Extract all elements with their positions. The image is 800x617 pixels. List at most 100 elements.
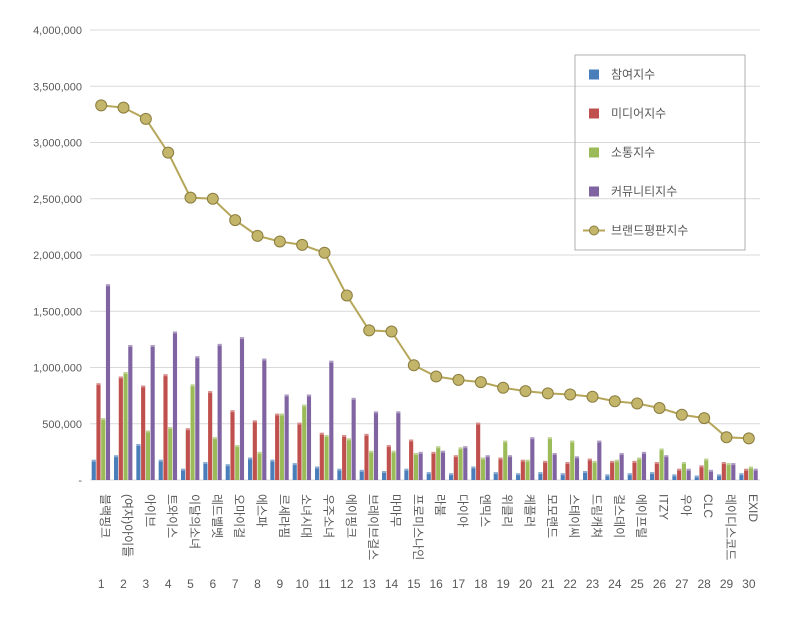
bar-highlight xyxy=(270,460,274,462)
bar-communication xyxy=(682,462,686,480)
bar-highlight xyxy=(682,462,686,464)
line-marker xyxy=(475,377,486,388)
rank-label: 27 xyxy=(675,577,689,591)
bar-highlight xyxy=(320,433,324,435)
line-marker xyxy=(699,413,710,424)
bar-community xyxy=(352,398,356,480)
line-marker xyxy=(386,326,397,337)
bar-highlight xyxy=(463,446,467,448)
bar-communication xyxy=(749,467,753,481)
bar-highlight xyxy=(159,460,163,462)
category-label: 케플러 xyxy=(523,494,537,527)
rank-label: 11 xyxy=(318,577,331,591)
bar-highlight xyxy=(565,462,569,464)
bar-communication xyxy=(369,451,373,480)
y-tick-label: 2,500,000 xyxy=(33,194,82,206)
bar-media xyxy=(588,459,592,480)
rank-label: 22 xyxy=(563,577,577,591)
bar-highlight xyxy=(329,361,333,363)
chart-container: -500,0001,000,0001,500,0002,000,0002,500… xyxy=(0,0,800,617)
bar-community xyxy=(731,463,735,480)
bar-highlight xyxy=(642,452,646,454)
bar-highlight xyxy=(597,441,601,443)
bar-highlight xyxy=(575,456,579,458)
bar-media xyxy=(297,423,301,480)
bar-communication xyxy=(146,431,150,481)
category-label: 위클리 xyxy=(500,494,514,527)
bar-media xyxy=(163,374,167,480)
bar-communication xyxy=(280,414,284,480)
bar-communication xyxy=(235,445,239,480)
bar-media xyxy=(632,461,636,480)
line-marker xyxy=(341,290,352,301)
bar-media xyxy=(119,377,123,481)
bar-community xyxy=(530,437,534,480)
line-marker xyxy=(498,382,509,393)
rank-label: 26 xyxy=(653,577,667,591)
bar-highlight xyxy=(419,452,423,454)
rank-label: 14 xyxy=(385,577,399,591)
rank-label: 13 xyxy=(362,577,376,591)
bar-highlight xyxy=(553,453,557,455)
rank-label: 1 xyxy=(98,577,105,591)
bar-highlight xyxy=(364,434,368,436)
rank-label: 18 xyxy=(474,577,488,591)
bar-highlight xyxy=(530,437,534,439)
bar-highlight xyxy=(538,472,542,474)
bar-media xyxy=(543,461,547,480)
category-label: 브레이브걸스 xyxy=(366,494,380,560)
line-marker xyxy=(230,215,241,226)
category-label: 프로미스나인 xyxy=(411,494,425,560)
bar-highlight xyxy=(218,344,222,346)
bar-community xyxy=(307,395,311,481)
legend-swatch-participation xyxy=(589,70,599,80)
line-marker xyxy=(676,409,687,420)
bar-community xyxy=(106,284,110,480)
bar-community xyxy=(195,356,199,480)
category-label: 다이아 xyxy=(456,494,470,527)
bar-community xyxy=(486,455,490,480)
bar-communication xyxy=(392,451,396,480)
bar-media xyxy=(230,410,234,480)
bar-highlight xyxy=(655,462,659,464)
line-marker xyxy=(520,386,531,397)
bar-highlight xyxy=(262,359,266,361)
category-label: 트와이스 xyxy=(165,494,179,538)
y-tick-label: 1,000,000 xyxy=(33,363,82,375)
bar-highlight xyxy=(431,452,435,454)
bar-highlight xyxy=(677,469,681,471)
bar-highlight xyxy=(427,472,431,474)
bar-communication xyxy=(548,437,552,480)
category-label: 아이브 xyxy=(143,494,157,527)
bar-communication xyxy=(570,441,574,480)
rank-label: 23 xyxy=(586,577,600,591)
bar-highlight xyxy=(476,423,480,425)
line-marker xyxy=(140,113,151,124)
bar-highlight xyxy=(664,455,668,457)
bar-media xyxy=(96,383,100,480)
bar-highlight xyxy=(195,356,199,358)
bar-participation xyxy=(293,463,297,480)
category-label: 스테이씨 xyxy=(567,494,581,538)
bar-highlight xyxy=(151,345,155,347)
y-tick-label: 1,500,000 xyxy=(33,306,82,318)
bar-community xyxy=(597,441,601,480)
bar-highlight xyxy=(436,446,440,448)
bar-highlight xyxy=(382,471,386,473)
bar-highlight xyxy=(101,418,105,420)
bar-highlight xyxy=(285,395,289,397)
bar-communication xyxy=(414,453,418,480)
bar-communication xyxy=(124,372,128,480)
bar-highlight xyxy=(454,455,458,457)
bar-highlight xyxy=(352,398,356,400)
bar-communication xyxy=(459,447,463,480)
bar-communication xyxy=(325,435,329,480)
category-label: 모모랜드 xyxy=(545,494,559,538)
bar-media xyxy=(320,433,324,480)
bar-participation xyxy=(226,464,230,480)
bar-highlight xyxy=(337,469,341,471)
bar-communication xyxy=(704,459,708,480)
bar-highlight xyxy=(749,467,753,469)
bar-highlight xyxy=(119,377,123,379)
bar-highlight xyxy=(297,423,301,425)
